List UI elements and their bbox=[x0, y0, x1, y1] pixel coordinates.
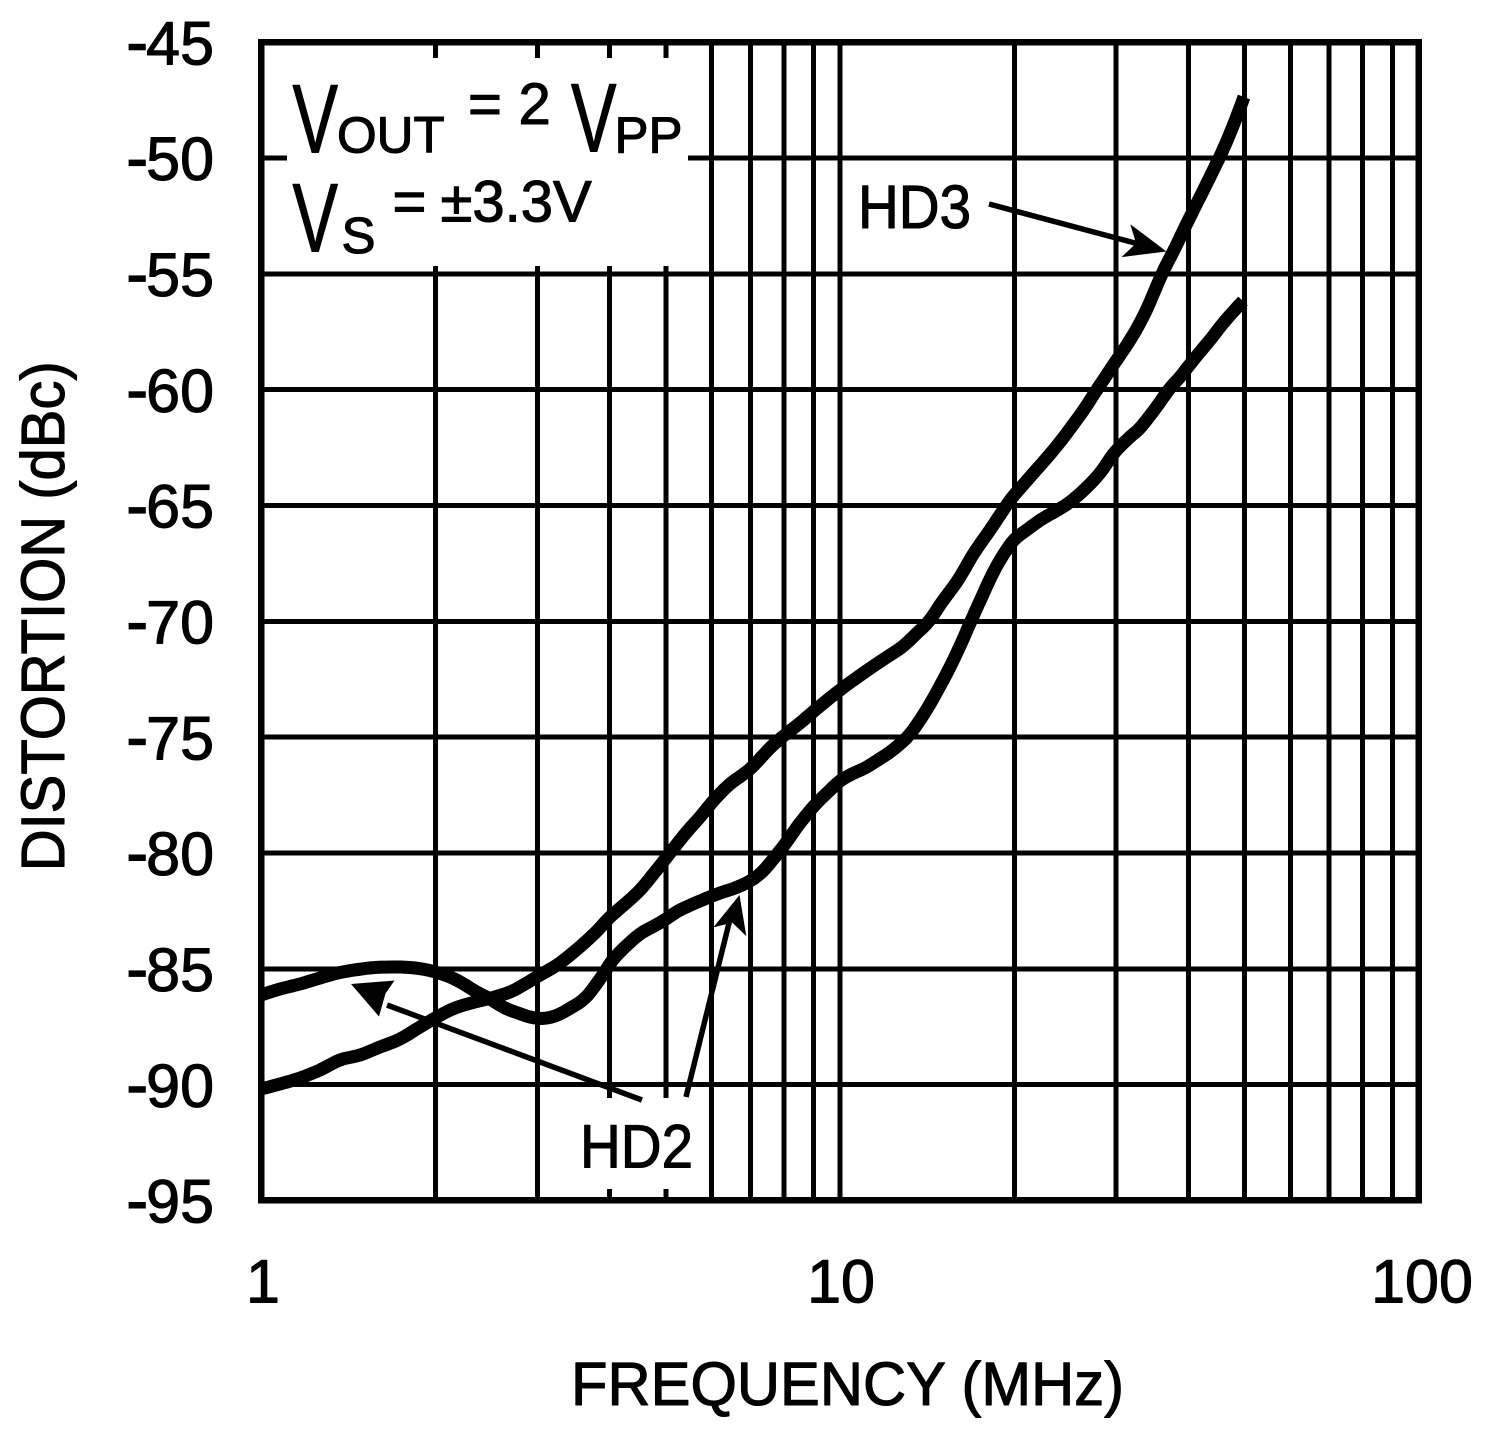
svg-text:90: 90 bbox=[146, 1052, 214, 1120]
svg-text:65: 65 bbox=[146, 473, 214, 541]
svg-text:2: 2 bbox=[519, 72, 551, 137]
svg-text:PP: PP bbox=[615, 107, 683, 164]
svg-text:70: 70 bbox=[146, 589, 214, 657]
svg-text:V: V bbox=[293, 65, 339, 174]
svg-text:55: 55 bbox=[146, 241, 214, 309]
svg-text:45: 45 bbox=[146, 9, 214, 77]
svg-text:HD2: HD2 bbox=[580, 1113, 693, 1181]
svg-text:DISTORTION (dBc): DISTORTION (dBc) bbox=[9, 361, 77, 871]
svg-text:85: 85 bbox=[146, 936, 214, 1004]
svg-text:100: 100 bbox=[1371, 1248, 1473, 1316]
svg-text:10: 10 bbox=[807, 1248, 875, 1316]
svg-text:V: V bbox=[293, 164, 339, 273]
svg-text:FREQUENCY (MHz): FREQUENCY (MHz) bbox=[571, 1350, 1124, 1418]
svg-text:=: = bbox=[468, 72, 502, 137]
svg-text:=: = bbox=[393, 170, 427, 235]
svg-text:S: S bbox=[342, 207, 376, 264]
svg-text:±3.3V: ±3.3V bbox=[441, 170, 592, 235]
svg-text:80: 80 bbox=[146, 820, 214, 888]
svg-text:60: 60 bbox=[146, 357, 214, 425]
svg-text:HD3: HD3 bbox=[858, 173, 971, 241]
svg-text:OUT: OUT bbox=[337, 107, 445, 164]
svg-text:V: V bbox=[571, 64, 617, 173]
svg-text:95: 95 bbox=[146, 1168, 214, 1236]
svg-text:1: 1 bbox=[246, 1248, 280, 1316]
svg-text:50: 50 bbox=[146, 125, 214, 193]
svg-text:75: 75 bbox=[146, 704, 214, 772]
